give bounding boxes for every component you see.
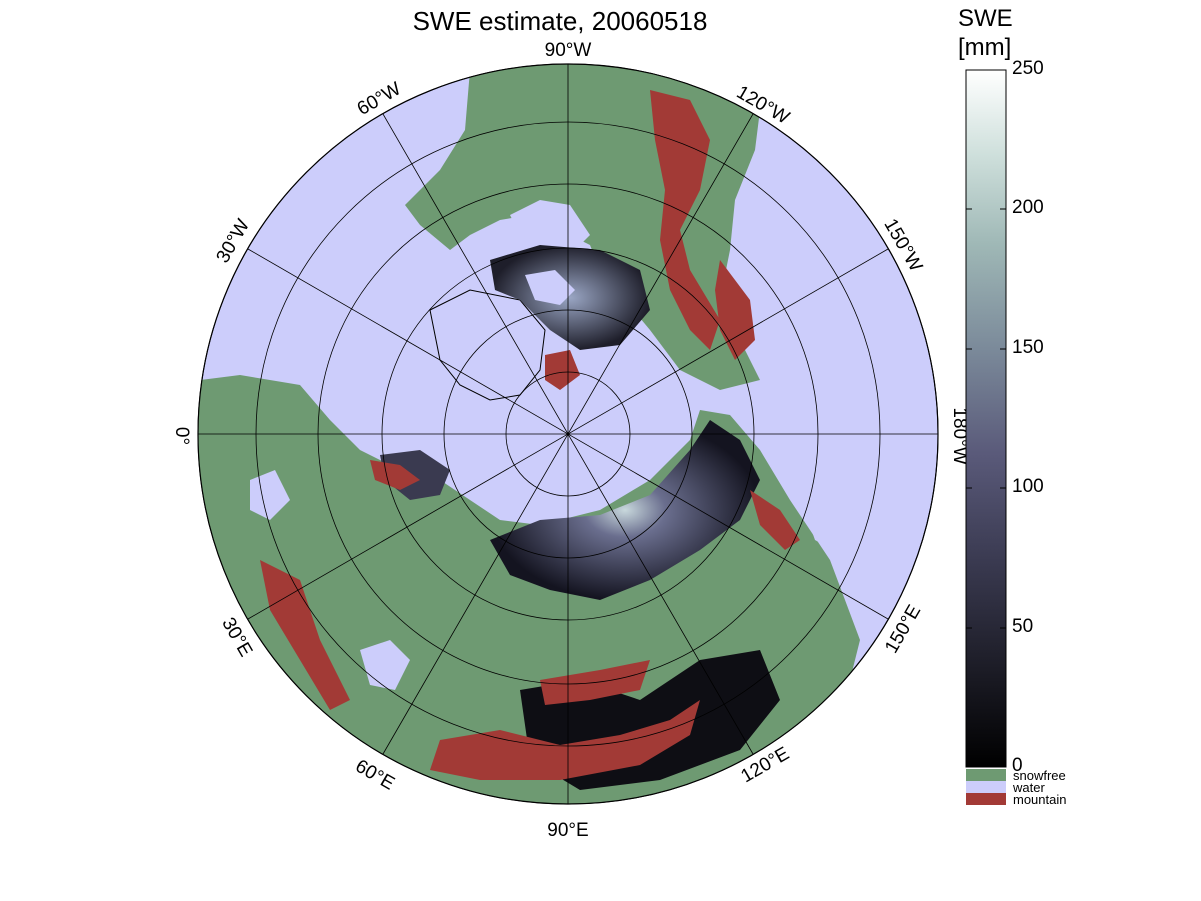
alaska-mountains (715, 260, 755, 360)
map-title: SWE estimate, 20060518 (412, 6, 708, 36)
colorbar-title-line1: SWE (958, 5, 1013, 32)
siberia-snow (490, 420, 760, 600)
category-label-water: water (1013, 780, 1045, 795)
colorbar-tick-label: 150 (1012, 337, 1044, 358)
colorbar-tick-label: 50 (1012, 616, 1034, 637)
meridians (198, 64, 938, 804)
lon-label-0: 0° (171, 427, 192, 445)
iceland-mountain (545, 350, 580, 390)
urals-mountains (370, 460, 420, 490)
lon-label-180w: 180°W (949, 407, 970, 464)
colorbar-tick-label: 200 (1012, 197, 1044, 218)
colorbar-ticks (966, 69, 1006, 768)
himalaya-mountains (430, 700, 700, 780)
alps-mountains (260, 560, 350, 710)
greenland (429, 289, 546, 401)
arctic-islands-water (525, 270, 575, 305)
arctic-archipelago-snow (490, 245, 650, 350)
sea-of-okhotsk (790, 470, 860, 560)
lon-label-60e: 60°E (352, 756, 398, 795)
swatch-water (966, 781, 1006, 793)
colorbar-tick-label: 250 (1012, 58, 1044, 79)
colorbar-tick-label: 0 (1012, 755, 1023, 776)
category-label-mountain: mountain (1013, 792, 1067, 807)
rocky-mountains (650, 90, 720, 350)
swatch-snowfree (966, 769, 1006, 781)
lon-label-90w: 90°W (545, 40, 592, 61)
colorbar-tick-label: 100 (1012, 476, 1044, 497)
colorbar (965, 69, 1007, 768)
hudson-bay (510, 200, 590, 250)
category-label-snowfree: snowfree (1013, 768, 1066, 783)
colorbar-title-line2: [mm] (958, 34, 1012, 61)
lon-label-90e: 90°E (547, 820, 588, 841)
colorbar-title: SWE [mm] (958, 4, 1013, 62)
swatch-mountain (966, 793, 1006, 805)
kamchatka-mountains (750, 490, 800, 550)
